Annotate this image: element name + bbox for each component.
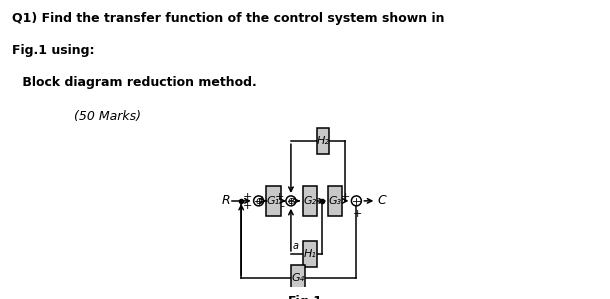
Bar — [303, 186, 317, 216]
Text: +: + — [340, 192, 350, 202]
Text: Fig.1: Fig.1 — [287, 295, 323, 299]
Text: R: R — [222, 194, 231, 208]
Text: C: C — [377, 194, 386, 208]
Text: H₂: H₂ — [317, 136, 329, 146]
Bar — [328, 186, 342, 216]
Bar — [303, 241, 317, 267]
Circle shape — [351, 196, 361, 206]
Text: -: - — [290, 183, 294, 193]
Text: H₁: H₁ — [304, 249, 317, 259]
Text: G₁: G₁ — [267, 196, 280, 206]
Text: +: + — [243, 192, 252, 202]
Text: +: + — [353, 209, 362, 219]
Text: Q1) Find the transfer function of the control system shown in: Q1) Find the transfer function of the co… — [12, 13, 445, 25]
Text: e: e — [288, 196, 294, 206]
Text: Block diagram reduction method.: Block diagram reduction method. — [18, 76, 257, 89]
Text: a: a — [293, 241, 298, 251]
Text: Fig.1 using:: Fig.1 using: — [12, 45, 95, 57]
Text: G₃: G₃ — [328, 196, 342, 206]
Text: -: - — [280, 201, 284, 211]
Bar — [317, 128, 329, 155]
Text: (50 Marks): (50 Marks) — [42, 109, 141, 123]
Text: +: + — [275, 192, 284, 202]
Text: d: d — [256, 196, 262, 206]
Text: +: + — [243, 201, 252, 211]
Bar — [267, 186, 281, 216]
Text: G₂: G₂ — [303, 196, 317, 206]
Circle shape — [286, 196, 296, 206]
Bar — [292, 265, 306, 291]
Circle shape — [254, 196, 264, 206]
Text: G₄: G₄ — [292, 273, 305, 283]
